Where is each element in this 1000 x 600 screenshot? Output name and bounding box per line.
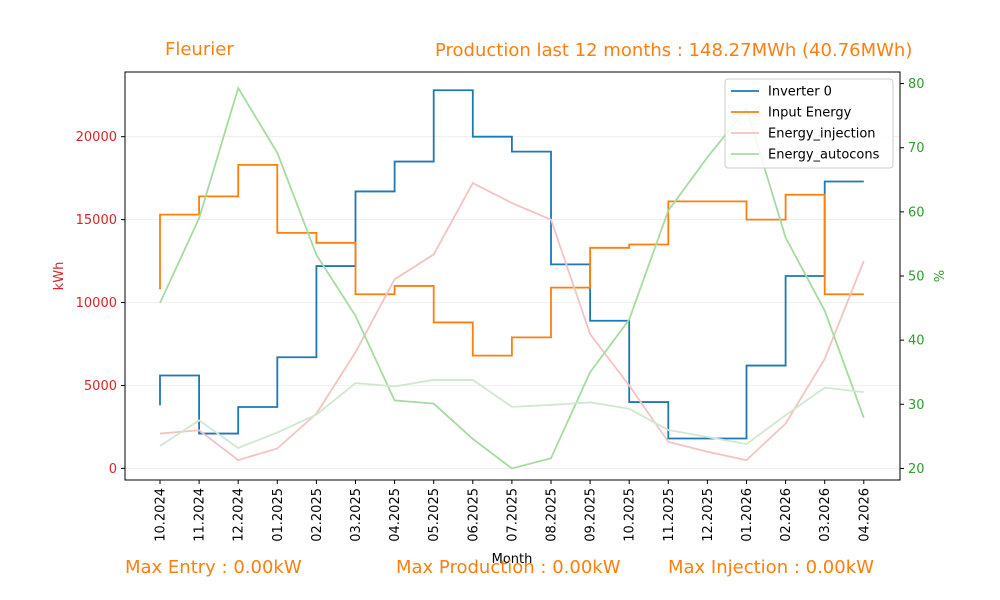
y-tick-label: 20000	[76, 130, 117, 145]
x-tick-label: 08.2025	[545, 488, 560, 542]
x-tick-label: 11.2024	[193, 488, 208, 542]
x-tick-label: 04.2025	[388, 488, 403, 542]
x-tick-label: 12.2024	[232, 488, 247, 542]
production-summary: Production last 12 months : 148.27MWh (4…	[435, 40, 913, 61]
legend-label: Energy_injection	[768, 127, 876, 142]
series-line-1	[159, 163, 864, 357]
x-tick-label: 01.2025	[271, 488, 286, 542]
x-tick-label: 12.2025	[701, 488, 716, 542]
x-tick-label: 05.2025	[427, 488, 442, 542]
x-tick-label: 07.2025	[505, 488, 520, 542]
x-tick-label: 01.2026	[740, 488, 755, 542]
x-tick-label: 02.2026	[779, 488, 794, 542]
x-tick-label: 03.2026	[818, 488, 833, 542]
y2-tick-label: 50	[908, 270, 925, 285]
series-line-4	[159, 379, 864, 449]
legend-box	[724, 78, 894, 169]
x-tick-label: 03.2025	[349, 488, 364, 542]
x-tick-label: 11.2025	[662, 488, 677, 542]
y-tick-label: 5000	[84, 379, 117, 394]
y-tick-label: 10000	[76, 296, 117, 311]
max-production: Max Production : 0.00kW	[396, 557, 621, 578]
x-tick-label: 02.2025	[310, 488, 325, 542]
series-line-2	[159, 181, 865, 462]
y2-tick-label: 30	[908, 398, 925, 413]
legend-label: Inverter 0	[768, 85, 832, 100]
y2-tick-label: 70	[908, 141, 925, 156]
legend-label: Energy_autocons	[768, 148, 880, 163]
y-tick-label: 15000	[76, 213, 117, 228]
x-axis-label: Month	[492, 552, 533, 567]
max-entry: Max Entry : 0.00kW	[125, 557, 302, 578]
x-tick-label: 10.2025	[623, 488, 638, 542]
x-tick-label: 09.2025	[584, 488, 599, 542]
series-line-0	[159, 89, 864, 440]
legend-label: Input Energy	[768, 106, 852, 121]
x-tick-label: 04.2026	[857, 488, 872, 542]
site-name: Fleurier	[165, 39, 234, 60]
x-tick-label: 10.2024	[154, 488, 169, 542]
y2-tick-label: 20	[908, 462, 925, 477]
y2-tick-label: 40	[908, 334, 925, 349]
y-tick-label: 0	[109, 462, 117, 477]
y-axis-label: kWh	[52, 262, 67, 291]
y2-tick-label: 60	[908, 205, 925, 220]
x-tick-label: 06.2025	[466, 488, 481, 542]
max-injection: Max Injection : 0.00kW	[668, 557, 874, 578]
y2-axis-label: %	[933, 270, 948, 282]
y2-tick-label: 80	[908, 77, 925, 92]
